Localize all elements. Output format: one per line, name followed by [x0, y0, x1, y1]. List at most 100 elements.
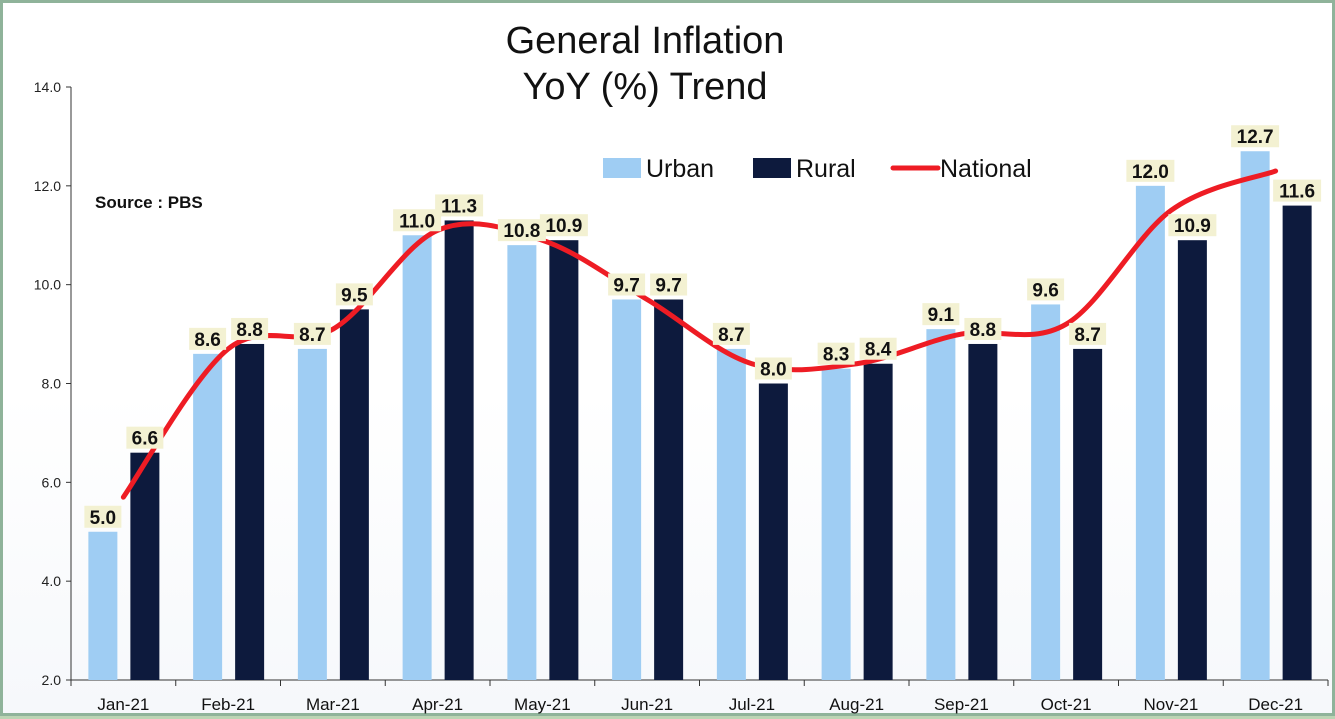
bar-urban — [926, 329, 956, 680]
bar-urban — [1240, 151, 1270, 680]
legend: Urban Rural National — [603, 155, 1032, 183]
x-tick-label: Sep-21 — [934, 695, 989, 714]
y-tick-label: 4.0 — [42, 573, 62, 589]
data-label-urban: 8.3 — [823, 345, 849, 366]
bar-urban — [1031, 304, 1061, 680]
y-tick-label: 14.0 — [34, 79, 61, 95]
legend-label-national: National — [940, 155, 1032, 183]
data-label-urban: 9.6 — [1032, 280, 1058, 301]
data-label-bg — [1069, 322, 1107, 345]
bar-rural — [863, 363, 893, 680]
x-tick-label: Feb-21 — [201, 695, 255, 714]
x-tick-label: Aug-21 — [829, 695, 884, 714]
x-tick-label: Jul-21 — [729, 695, 775, 714]
legend-label-rural: Rural — [796, 155, 856, 183]
bar-rural — [549, 240, 579, 681]
chart-title: General Inflation YoY (%) Trend — [506, 20, 785, 108]
data-label-urban: 5.0 — [90, 508, 116, 529]
data-label-rural: 10.9 — [545, 216, 582, 237]
data-label-bg — [293, 322, 331, 345]
data-label-bg — [1126, 159, 1175, 182]
bar-rural — [444, 220, 474, 681]
axes: 2.0 4.0 6.0 8.0 10.0 12.0 14.0 Jan-21 Feb-21 Mar-… — [34, 79, 1329, 714]
data-label-bg — [189, 327, 227, 350]
data-label-bg — [608, 273, 646, 296]
data-label-bg — [964, 317, 1002, 340]
bar-urban — [297, 348, 327, 680]
bar-urban — [88, 531, 118, 680]
bar-urban — [402, 235, 432, 680]
y-tick-label: 10.0 — [34, 277, 61, 293]
y-tick-label: 12.0 — [34, 178, 61, 194]
data-label-bg — [1168, 214, 1217, 237]
bar-rural — [1073, 348, 1103, 680]
data-label-bg — [497, 219, 546, 242]
y-tick-label: 6.0 — [42, 474, 62, 490]
source-note: Source : PBS — [95, 193, 203, 212]
data-label-bg — [539, 214, 588, 237]
data-labels: 5.06.68.6 8.8 8.79.511.011.310.8 10.99.7 9.7… — [84, 125, 1322, 529]
data-label-bg — [754, 357, 792, 380]
data-label-urban: 8.7 — [718, 325, 744, 346]
inflation-chart: General Inflation YoY (%) Trend Source :… — [34, 20, 1329, 714]
data-label-rural: 8.0 — [760, 360, 786, 381]
x-tick-label: Apr-21 — [412, 695, 463, 714]
data-label-bg — [335, 283, 373, 306]
bar-urban — [612, 299, 642, 680]
bar-rural — [758, 383, 788, 680]
x-tick-label: Jan-21 — [97, 695, 149, 714]
x-tick-label: Nov-21 — [1143, 695, 1198, 714]
data-label-bg — [1273, 179, 1322, 202]
data-label-urban: 8.6 — [194, 330, 220, 351]
chart-title-line-1: General Inflation — [506, 20, 785, 62]
y-tick-label: 8.0 — [42, 376, 62, 392]
data-label-rural: 9.5 — [341, 285, 368, 306]
data-label-rural: 8.4 — [865, 340, 892, 361]
bar-urban — [716, 348, 746, 680]
bar-urban — [193, 353, 223, 680]
data-label-urban: 11.0 — [399, 211, 435, 232]
data-label-bg — [393, 209, 442, 232]
data-label-urban: 9.1 — [928, 305, 955, 326]
bar-urban — [821, 368, 851, 680]
data-label-bg — [712, 322, 750, 345]
data-label-urban: 10.8 — [503, 221, 540, 242]
bar-rural — [1177, 240, 1207, 681]
bar-rural — [968, 343, 998, 680]
legend-label-urban: Urban — [646, 155, 714, 183]
data-label-urban: 12.7 — [1237, 127, 1274, 148]
data-label-rural: 8.7 — [1074, 325, 1100, 346]
chart-title-line-2: YoY (%) Trend — [522, 66, 767, 108]
legend-swatch-urban — [603, 158, 641, 178]
data-label-urban: 8.7 — [299, 325, 325, 346]
x-tick-label: Dec-21 — [1248, 695, 1303, 714]
data-label-bg — [126, 426, 164, 449]
bar-urban — [507, 245, 537, 680]
data-label-bg — [1231, 125, 1280, 148]
x-tick-label: May-21 — [514, 695, 571, 714]
data-label-urban: 9.7 — [613, 275, 639, 296]
x-tick-label: Mar-21 — [306, 695, 360, 714]
data-label-rural: 9.7 — [655, 275, 681, 296]
data-label-bg — [84, 505, 122, 528]
bar-rural — [235, 343, 265, 680]
data-label-rural: 11.6 — [1279, 182, 1315, 203]
data-label-rural: 8.8 — [970, 320, 996, 341]
data-label-bg — [231, 317, 269, 340]
data-label-rural: 10.9 — [1174, 216, 1211, 237]
x-tick-label: Oct-21 — [1041, 695, 1092, 714]
data-label-bg — [817, 342, 855, 365]
data-label-rural: 11.3 — [441, 196, 477, 217]
data-label-urban: 12.0 — [1132, 162, 1169, 183]
data-label-rural: 8.8 — [236, 320, 262, 341]
legend-swatch-rural — [753, 158, 791, 178]
data-label-bg — [1027, 278, 1065, 301]
data-label-bg — [650, 273, 688, 296]
bar-rural — [130, 452, 160, 680]
data-label-bg — [859, 337, 897, 360]
bar-rural — [1282, 205, 1312, 680]
data-label-bg — [435, 194, 484, 217]
bars — [88, 151, 1312, 681]
bar-urban — [1135, 185, 1165, 681]
y-tick-label: 2.0 — [42, 672, 62, 688]
